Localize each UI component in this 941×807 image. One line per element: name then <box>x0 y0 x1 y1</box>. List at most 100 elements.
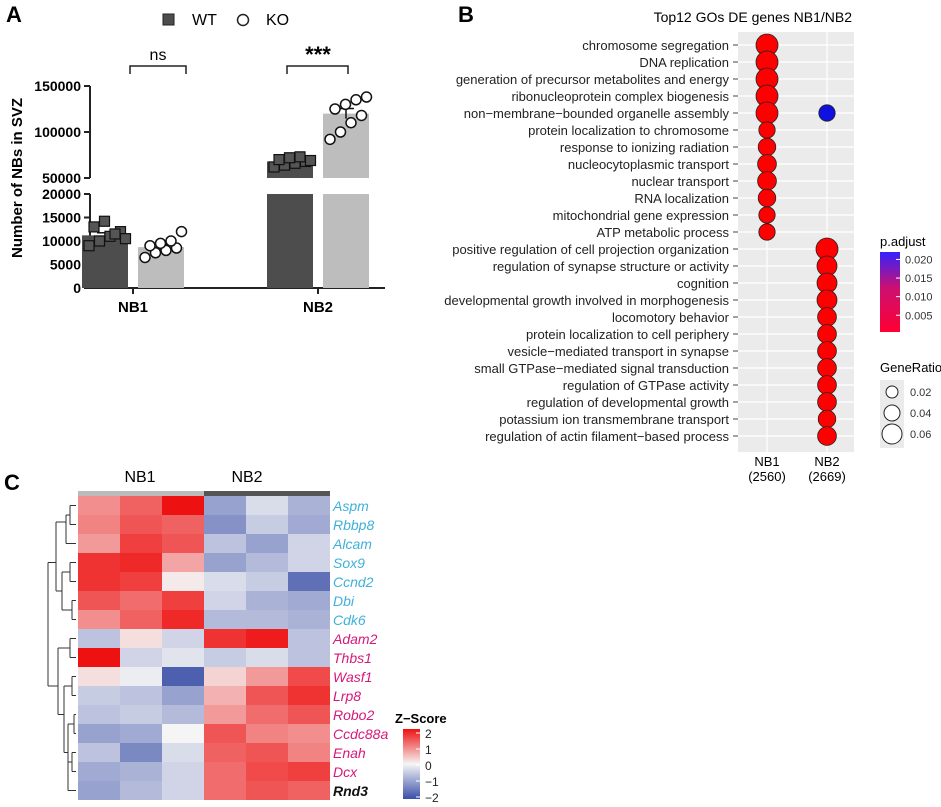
heatmap-cell <box>120 629 162 648</box>
heatmap-cell <box>78 686 120 705</box>
data-point-ko <box>355 109 368 122</box>
p-adjust-tick: 0.015 <box>905 273 933 285</box>
gene-ratio-tick: 0.04 <box>910 408 931 420</box>
heatmap-cell <box>288 610 330 629</box>
x-count-nb2: (2669) <box>808 469 846 484</box>
z-score-tick: −2 <box>425 791 439 805</box>
significance-bracket <box>286 65 349 74</box>
bar-chart-ylabel: Number of NBs in SVZ <box>9 98 26 258</box>
go-term-label: nuclear transport <box>631 174 729 189</box>
heatmap-cell <box>288 762 330 781</box>
data-point-wt <box>119 233 132 245</box>
heatmap-cell <box>204 534 246 553</box>
gene-label: Dbi <box>333 593 355 609</box>
heatmap-cell <box>288 781 330 800</box>
go-dot <box>757 188 777 208</box>
bar-ko-lower <box>323 194 369 288</box>
bar-chart-points <box>83 91 373 264</box>
dot-plot-points <box>755 33 839 446</box>
go-term-label: regulation of actin filament−based proce… <box>485 429 729 444</box>
heatmap-cell <box>204 762 246 781</box>
go-term-label: mitochondrial gene expression <box>553 208 729 223</box>
go-dot <box>817 392 837 412</box>
heatmap-cell <box>78 667 120 686</box>
legend-wt-label: WT <box>192 12 217 29</box>
heatmap-cell <box>246 781 288 800</box>
heatmap-cell <box>162 515 204 534</box>
heatmap-cell <box>162 553 204 572</box>
heatmap-cell <box>120 610 162 629</box>
gene-label: Enah <box>333 745 366 761</box>
panel-label-a: A <box>6 2 22 27</box>
go-term-label: regulation of GTPase activity <box>563 378 730 393</box>
heatmap-cell <box>78 553 120 572</box>
go-term-label: generation of precursor metabolites and … <box>456 72 730 87</box>
heatmap-cell <box>204 743 246 762</box>
y-tick-label: 0 <box>73 280 81 296</box>
legend-ko-label: KO <box>266 12 289 29</box>
heatmap-cell <box>78 648 120 667</box>
gene-label: Wasf1 <box>333 669 372 685</box>
z-score-legend-title: Z−Score <box>395 711 447 726</box>
bar-wt-lower <box>267 194 313 288</box>
gene-ratio-circle <box>883 404 901 422</box>
heatmap-cell <box>120 781 162 800</box>
heatmap-cell <box>162 686 204 705</box>
gene-label: Dcx <box>333 764 358 780</box>
heatmap-cell <box>288 705 330 724</box>
panel-label-b: B <box>458 2 474 27</box>
go-dot <box>755 101 779 125</box>
heatmap-cell <box>162 534 204 553</box>
heatmap-cell <box>204 648 246 667</box>
gene-ratio-circle <box>885 385 899 399</box>
heatmap-cell <box>288 515 330 534</box>
gene-label: Ccnd2 <box>333 574 374 590</box>
x-tick-nb1: NB1 <box>118 299 148 316</box>
go-dot <box>817 358 837 378</box>
gene-label: Rnd3 <box>333 783 368 799</box>
heatmap-cell <box>120 686 162 705</box>
heatmap-cell <box>246 724 288 743</box>
z-score-tick: 0 <box>425 759 432 773</box>
data-point-wt <box>273 154 285 166</box>
significance-stars: *** <box>305 42 331 67</box>
heatmap-cell <box>288 629 330 648</box>
go-term-label: protein localization to cell periphery <box>526 327 730 342</box>
heatmap-cell <box>78 724 120 743</box>
heatmap-group-bar-nb2 <box>204 491 330 496</box>
data-point-ko <box>144 239 156 252</box>
heatmap-cell <box>288 553 330 572</box>
data-point-wt <box>283 152 296 164</box>
x-count-nb1: (2560) <box>748 469 786 484</box>
dot-plot-panel: Top12 GOs DE genes NB1/NB2 chromosome se… <box>444 9 941 484</box>
heatmap-cell <box>162 762 204 781</box>
z-score-tick: 2 <box>425 727 432 741</box>
heatmap-dendrogram <box>47 505 76 791</box>
gene-label: Rbbp8 <box>333 517 374 533</box>
heatmap-cell <box>246 591 288 610</box>
p-adjust-tick: 0.010 <box>905 292 933 304</box>
go-term-label: DNA replication <box>639 55 729 70</box>
y-tick-label: 10000 <box>42 233 81 249</box>
gene-label: Aspm <box>332 498 369 514</box>
heatmap-cell <box>204 515 246 534</box>
heatmap-cell <box>204 724 246 743</box>
heatmap-cell <box>288 496 330 515</box>
p-adjust-ticks: 0.020 0.015 0.010 0.005 <box>896 254 933 322</box>
go-term-label: ATP metabolic process <box>597 225 730 240</box>
heatmap-cell <box>120 553 162 572</box>
data-point-ko <box>139 251 151 264</box>
gene-label: Ccdc88a <box>333 726 388 742</box>
data-point-wt <box>93 235 106 247</box>
heatmap-group-nb2: NB2 <box>231 469 262 486</box>
heatmap-cell <box>78 534 120 553</box>
bar-chart-panel: Number of NBs in SVZ WT KO ns *** 0 5000 1… <box>9 12 385 316</box>
heatmap-cell <box>288 572 330 591</box>
heatmap-cell <box>246 686 288 705</box>
heatmap-cell <box>204 553 246 572</box>
z-score-colorbar <box>403 729 420 799</box>
heatmap-cell <box>246 743 288 762</box>
heatmap-cell <box>78 515 120 534</box>
heatmap-cell <box>120 591 162 610</box>
